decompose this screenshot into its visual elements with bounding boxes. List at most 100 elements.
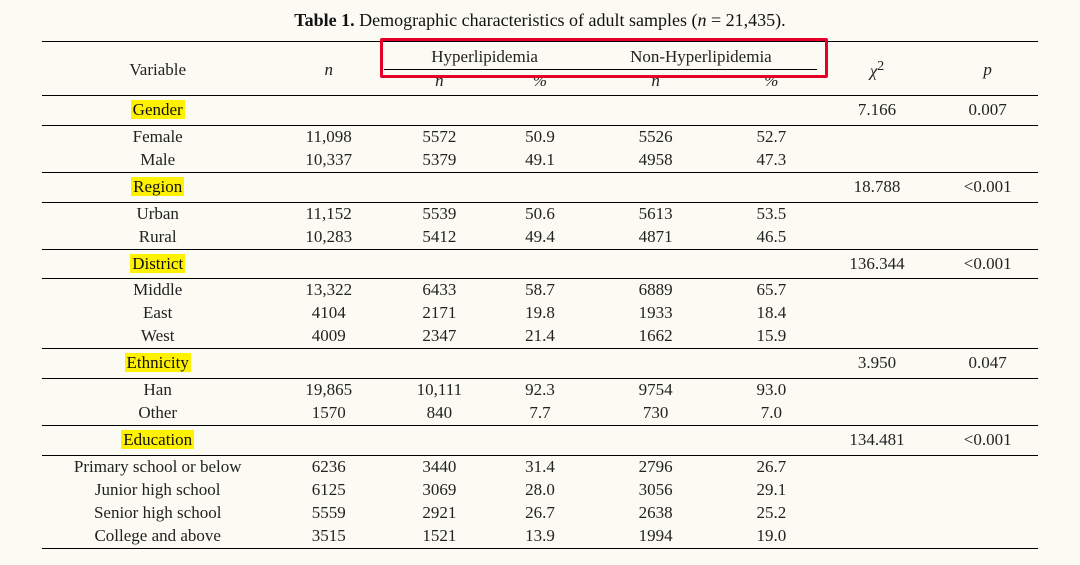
row-hyper-n: 3069 <box>384 479 495 502</box>
col-chi2: χ2 <box>817 42 938 96</box>
row-n: 6236 <box>273 456 384 479</box>
row-p <box>937 456 1038 479</box>
row-variable: East <box>42 302 273 325</box>
row-n: 10,337 <box>273 149 384 172</box>
row-hyper-pct: 28.0 <box>495 479 586 502</box>
row-hyper-pct: 26.7 <box>495 502 586 525</box>
row-chi2 <box>817 456 938 479</box>
table-row: East4104217119.8193318.4 <box>42 302 1038 325</box>
p-value: <0.001 <box>937 249 1038 279</box>
row-chi2 <box>817 279 938 302</box>
row-n: 4104 <box>273 302 384 325</box>
table-row: Junior high school6125306928.0305629.1 <box>42 479 1038 502</box>
row-n: 19,865 <box>273 379 384 402</box>
row-chi2 <box>817 226 938 249</box>
row-nonhyper-n: 1933 <box>585 302 726 325</box>
p-value: <0.001 <box>937 426 1038 456</box>
row-p <box>937 149 1038 172</box>
row-variable: West <box>42 325 273 348</box>
group-label: Education <box>121 430 194 449</box>
table-row: Middle13,322643358.7688965.7 <box>42 279 1038 302</box>
group-label-cell: Ethnicity <box>42 349 273 379</box>
chi2-value: 134.481 <box>817 426 938 456</box>
row-nonhyper-pct: 52.7 <box>726 125 817 148</box>
row-nonhyper-pct: 93.0 <box>726 379 817 402</box>
row-p <box>937 202 1038 225</box>
group-row: Gender7.1660.007 <box>42 95 1038 125</box>
row-nonhyper-n: 5526 <box>585 125 726 148</box>
group-label: District <box>130 254 185 273</box>
row-chi2 <box>817 149 938 172</box>
row-hyper-pct: 50.6 <box>495 202 586 225</box>
row-hyper-pct: 19.8 <box>495 302 586 325</box>
row-nonhyper-n: 1994 <box>585 525 726 548</box>
col-hyper: Hyperlipidemia <box>384 42 585 70</box>
col-nonhyper-pct: % <box>726 69 817 95</box>
row-p <box>937 325 1038 348</box>
row-chi2 <box>817 379 938 402</box>
row-chi2 <box>817 125 938 148</box>
group-row: District 136.344<0.001 <box>42 249 1038 279</box>
row-nonhyper-pct: 25.2 <box>726 502 817 525</box>
col-p: p <box>937 42 1038 96</box>
row-variable: Other <box>42 402 273 425</box>
row-hyper-n: 2171 <box>384 302 495 325</box>
row-nonhyper-n: 730 <box>585 402 726 425</box>
row-nonhyper-n: 2796 <box>585 456 726 479</box>
group-row: Region18.788<0.001 <box>42 172 1038 202</box>
row-p <box>937 125 1038 148</box>
title-n-symbol: n <box>698 10 707 30</box>
row-n: 1570 <box>273 402 384 425</box>
table-row: College and above3515152113.9199419.0 <box>42 525 1038 548</box>
title-rest: Demographic characteristics of adult sam… <box>355 10 698 30</box>
group-label: Ethnicity <box>125 353 191 372</box>
row-p <box>937 226 1038 249</box>
row-hyper-n: 5572 <box>384 125 495 148</box>
row-chi2 <box>817 502 938 525</box>
row-hyper-n: 10,111 <box>384 379 495 402</box>
table-row: Senior high school5559292126.7263825.2 <box>42 502 1038 525</box>
group-label-cell: Region <box>42 172 273 202</box>
row-hyper-n: 5412 <box>384 226 495 249</box>
row-hyper-n: 5379 <box>384 149 495 172</box>
row-nonhyper-n: 9754 <box>585 379 726 402</box>
row-hyper-n: 3440 <box>384 456 495 479</box>
chi2-value: 18.788 <box>817 172 938 202</box>
chi2-value: 136.344 <box>817 249 938 279</box>
row-nonhyper-n: 1662 <box>585 325 726 348</box>
col-hyper-n: n <box>384 69 495 95</box>
group-row: Ethnicity3.9500.047 <box>42 349 1038 379</box>
row-p <box>937 402 1038 425</box>
row-hyper-pct: 50.9 <box>495 125 586 148</box>
row-p <box>937 525 1038 548</box>
table-title: Table 1. Demographic characteristics of … <box>42 10 1038 31</box>
row-chi2 <box>817 402 938 425</box>
row-variable: Han <box>42 379 273 402</box>
row-chi2 <box>817 479 938 502</box>
col-nonhyper-n: n <box>585 69 726 95</box>
table-row: Male10,337537949.1495847.3 <box>42 149 1038 172</box>
table-row: Han19,86510,11192.3975493.0 <box>42 379 1038 402</box>
row-hyper-n: 840 <box>384 402 495 425</box>
row-variable: Middle <box>42 279 273 302</box>
col-variable: Variable <box>42 42 273 96</box>
table-row: Urban11,152553950.6561353.5 <box>42 202 1038 225</box>
row-hyper-pct: 92.3 <box>495 379 586 402</box>
row-n: 4009 <box>273 325 384 348</box>
col-n: n <box>273 42 384 96</box>
row-p <box>937 502 1038 525</box>
row-n: 11,098 <box>273 125 384 148</box>
row-nonhyper-n: 4958 <box>585 149 726 172</box>
row-hyper-pct: 31.4 <box>495 456 586 479</box>
row-hyper-n: 1521 <box>384 525 495 548</box>
row-hyper-pct: 13.9 <box>495 525 586 548</box>
row-chi2 <box>817 325 938 348</box>
row-variable: Male <box>42 149 273 172</box>
row-n: 10,283 <box>273 226 384 249</box>
row-nonhyper-pct: 7.0 <box>726 402 817 425</box>
row-nonhyper-pct: 46.5 <box>726 226 817 249</box>
row-nonhyper-pct: 15.9 <box>726 325 817 348</box>
row-p <box>937 479 1038 502</box>
row-variable: Female <box>42 125 273 148</box>
col-hyper-pct: % <box>495 69 586 95</box>
